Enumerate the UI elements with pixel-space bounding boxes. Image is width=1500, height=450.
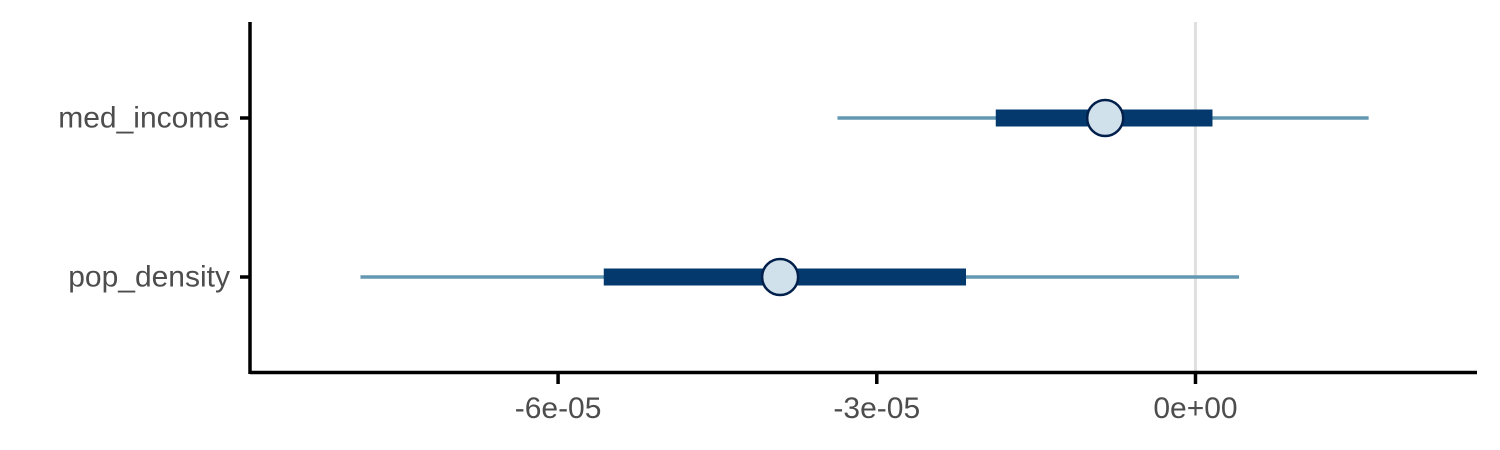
- y-tick-label: pop_density: [68, 261, 230, 294]
- x-tick-label: 0e+00: [1153, 392, 1237, 425]
- y-axis-ticks: med_income pop_density: [58, 102, 250, 294]
- x-tick-label: -3e-05: [833, 392, 920, 425]
- point-estimate-med_income: [1085, 98, 1125, 138]
- x-tick-label: -6e-05: [515, 392, 602, 425]
- x-axis-ticks: -6e-05 -3e-05 0e+00: [515, 374, 1238, 425]
- y-tick-label: med_income: [58, 102, 230, 135]
- interval-marks: [360, 98, 1369, 297]
- point-estimate-pop_density: [760, 257, 800, 297]
